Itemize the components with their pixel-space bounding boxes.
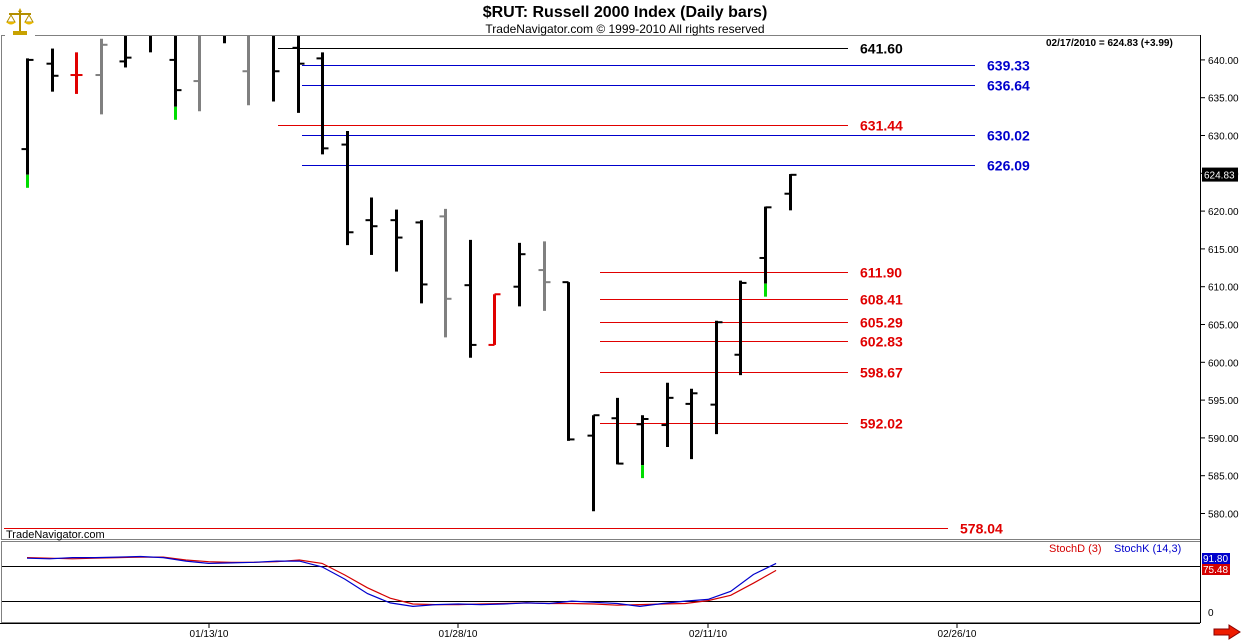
stoch-value-box — [1202, 553, 1230, 564]
ohlc-bar — [464, 239, 477, 358]
ohlc-bar — [21, 58, 34, 188]
level-label: 630.02 — [987, 128, 1030, 144]
date-tick-label: 02/26/10 — [938, 629, 977, 640]
stoch-k-line — [26, 555, 777, 608]
ohlc-bar — [685, 388, 698, 460]
ohlc-bar — [538, 241, 551, 311]
price-plot-border — [1, 35, 1201, 540]
red-right-arrow-icon[interactable] — [1213, 624, 1241, 640]
ohlc-bar — [46, 48, 59, 92]
last-price-box — [1202, 167, 1238, 182]
ohlc-bar — [562, 281, 575, 441]
ohlc-bar — [365, 197, 378, 255]
price-tick-label: 620.00 — [1208, 207, 1239, 218]
ohlc-bar — [119, 36, 132, 68]
ohlc-bar — [70, 52, 83, 94]
ohlc-bar — [193, 36, 201, 112]
last-price-label: 624.83 — [1204, 171, 1235, 182]
level-label: 598.67 — [860, 365, 903, 381]
ohlc-bar — [611, 397, 624, 465]
level-label: 608.41 — [860, 292, 903, 308]
ohlc-bar — [415, 220, 428, 304]
chart-subtitle: TradeNavigator.com © 1999-2010 All right… — [485, 22, 765, 36]
ohlc-bar — [661, 382, 674, 447]
level-label: 636.64 — [987, 78, 1030, 94]
ohlc-bar — [784, 173, 797, 211]
ohlc-bar — [488, 293, 501, 346]
ohlc-bar — [439, 208, 452, 338]
stoch-value-label: 91.80 — [1203, 554, 1228, 565]
ohlc-bar — [513, 242, 526, 307]
ohlc-bar — [636, 415, 649, 479]
stoch-value-box — [1202, 564, 1230, 575]
level-label: 626.09 — [987, 158, 1030, 174]
date-tick-label: 01/13/10 — [190, 629, 229, 640]
stoch-value-label: 75.48 — [1203, 565, 1228, 576]
ohlc-bar — [149, 36, 152, 53]
ohlc-bar — [587, 414, 600, 512]
brand-watermark: TradeNavigator.com — [6, 529, 105, 541]
price-readout: 02/17/2010 = 624.83 (+3.99) — [1046, 38, 1173, 49]
ohlc-bar — [169, 36, 182, 120]
ohlc-bar — [242, 36, 250, 106]
stoch-plot-border — [1, 541, 1201, 623]
ohlc-bars — [21, 36, 797, 512]
level-label: 578.04 — [960, 521, 1003, 537]
date-tick-label: 02/11/10 — [689, 629, 728, 640]
date-tick-label: 01/28/10 — [439, 629, 478, 640]
stoch-k-legend: StochK (14,3) — [1114, 543, 1182, 555]
price-tick-label: 600.00 — [1208, 358, 1239, 369]
price-tick-label: 585.00 — [1208, 472, 1239, 483]
ohlc-bar — [223, 36, 226, 44]
stoch-d-line — [26, 556, 777, 606]
ohlc-bar — [95, 38, 108, 115]
price-tick-label: 635.00 — [1208, 94, 1239, 105]
ohlc-bar — [390, 209, 403, 272]
price-tick-label: 580.00 — [1208, 510, 1239, 521]
level-label: 631.44 — [860, 118, 903, 134]
stoch-d-legend: StochD (3) — [1049, 543, 1102, 555]
price-tick-label: 605.00 — [1208, 321, 1239, 332]
ohlc-bar — [292, 36, 305, 113]
ohlc-bar — [316, 52, 329, 155]
level-label: 639.33 — [987, 58, 1030, 74]
level-label: 641.60 — [860, 41, 903, 57]
price-tick-label: 595.00 — [1208, 396, 1239, 407]
level-label: 592.02 — [860, 416, 903, 432]
scales-of-justice-icon — [5, 5, 35, 37]
price-tick-label: 615.00 — [1208, 245, 1239, 256]
price-tick-label: 630.00 — [1208, 132, 1239, 143]
level-label: 605.29 — [860, 315, 903, 331]
price-tick-label: 610.00 — [1208, 283, 1239, 294]
ohlc-bar — [710, 320, 723, 435]
level-label: 602.83 — [860, 334, 903, 350]
price-tick-label: 640.00 — [1208, 56, 1239, 67]
ohlc-bar — [734, 280, 747, 376]
price-tick-label: 590.00 — [1208, 434, 1239, 445]
ohlc-bar — [759, 206, 772, 297]
stoch-tick-label: 0 — [1208, 608, 1214, 619]
chart-title: $RUT: Russell 2000 Index (Daily bars) — [482, 4, 768, 21]
ohlc-bar — [272, 36, 280, 102]
ohlc-bar — [341, 130, 354, 246]
level-label: 611.90 — [860, 265, 902, 281]
